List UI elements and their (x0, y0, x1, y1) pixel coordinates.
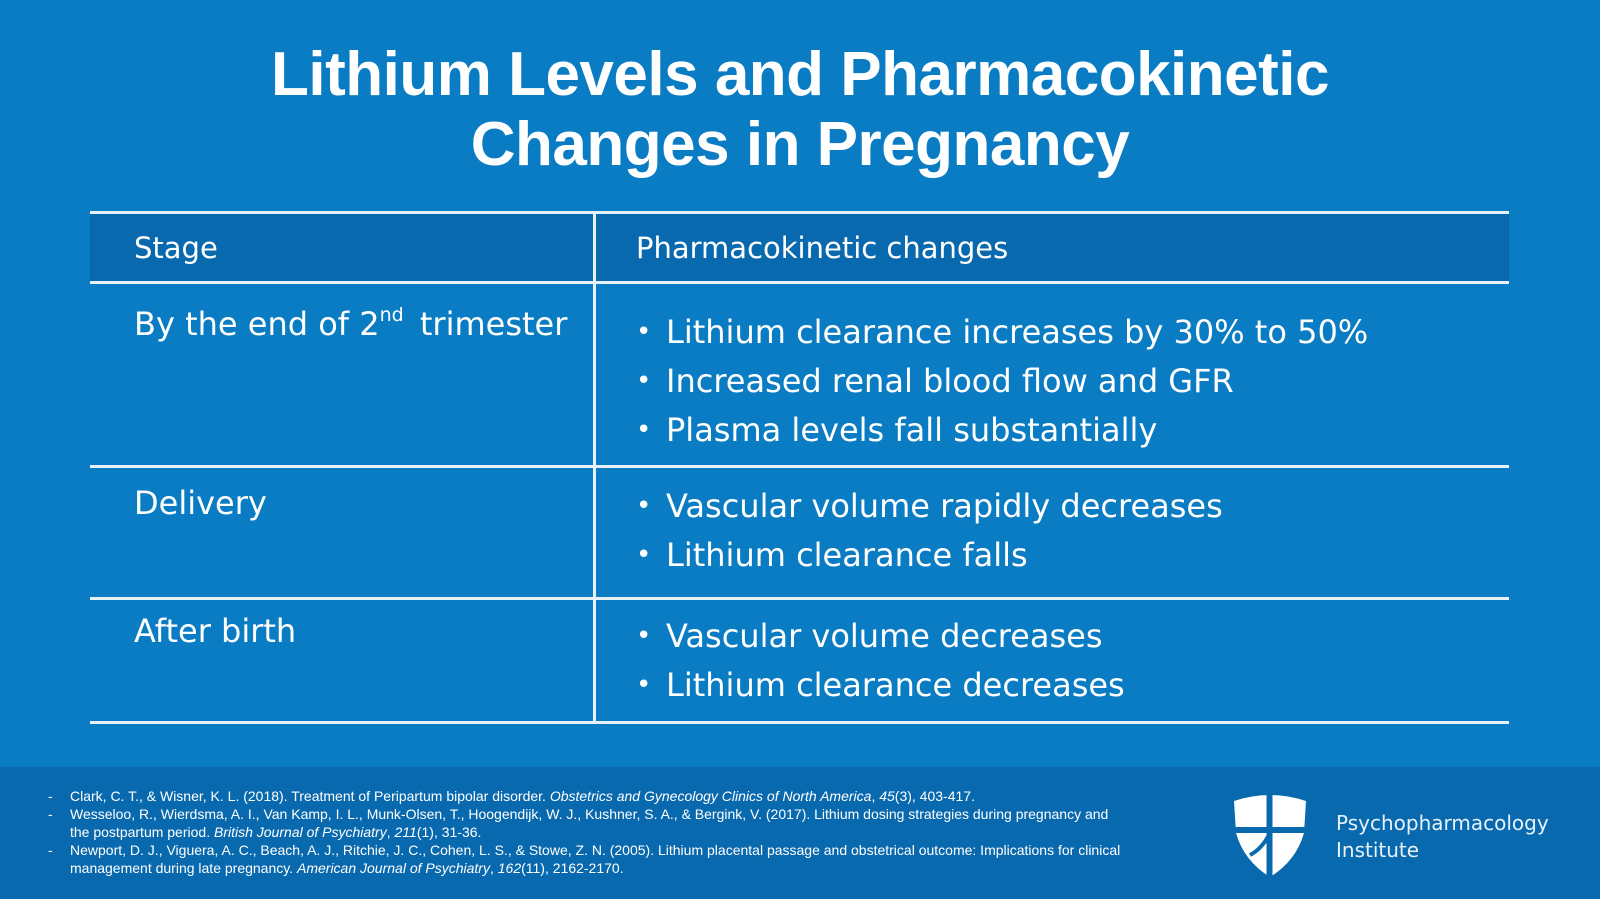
reference-item: Clark, C. T., & Wisner, K. L. (2018). Tr… (48, 787, 1128, 805)
stage-label: After birth (134, 612, 297, 650)
stage-label-rest: trimester (419, 305, 568, 343)
title-line-2: Changes in Pregnancy (470, 110, 1130, 179)
reference-text: Newport, D. J., Viguera, A. C., Beach, A… (70, 842, 1121, 876)
brand-line-2: Institute (1336, 838, 1420, 862)
change-item: Plasma levels fall substantially (636, 406, 1509, 455)
reference-separator: , (871, 788, 880, 804)
reference-separator: , (386, 824, 395, 840)
change-item: Lithium clearance decreases (636, 661, 1509, 710)
stage-cell: Delivery (90, 468, 596, 597)
header-changes-label: Pharmacokinetic changes (636, 230, 1009, 265)
change-item: Lithium clearance falls (636, 531, 1509, 580)
header-cell-stage: Stage (90, 214, 596, 281)
stage-label-superscript: nd (379, 304, 404, 326)
reference-text: Wesseloo, R., Wierdsma, A. I., Van Kamp,… (70, 806, 1109, 840)
slide-title: Lithium Levels and Pharmacokinetic Chang… (0, 40, 1600, 180)
reference-volume: 162 (497, 860, 522, 876)
stage-cell: By the end of 2nd trimester (90, 284, 596, 465)
changes-cell: Vascular volume decreases Lithium cleara… (596, 600, 1509, 721)
header-stage-label: Stage (134, 230, 218, 265)
stage-cell: After birth (90, 600, 596, 721)
changes-list: Vascular volume rapidly decreases Lithiu… (636, 468, 1509, 596)
reference-journal: British Journal of Psychiatry (213, 824, 387, 840)
references-list: Clark, C. T., & Wisner, K. L. (2018). Tr… (48, 787, 1128, 877)
table-row: Delivery Vascular volume rapidly decreas… (90, 468, 1509, 600)
reference-separator: , (489, 860, 498, 876)
changes-list: Vascular volume decreases Lithium cleara… (636, 600, 1509, 726)
change-item: Lithium clearance increases by 30% to 50… (636, 308, 1509, 357)
reference-journal: Obstetrics and Gynecology Clinics of Nor… (549, 788, 872, 804)
header-cell-changes: Pharmacokinetic changes (596, 231, 1509, 265)
changes-cell: Vascular volume rapidly decreases Lithiu… (596, 468, 1509, 597)
change-item: Vascular volume rapidly decreases (636, 482, 1509, 531)
brand-line-1: Psychopharmacology (1336, 811, 1549, 835)
footer: Clark, C. T., & Wisner, K. L. (2018). Tr… (0, 767, 1600, 899)
stage-label: Delivery (134, 484, 267, 522)
reference-journal: American Journal of Psychiatry (297, 860, 490, 876)
reference-pages: (1), 31-36. (416, 824, 482, 840)
change-item: Vascular volume decreases (636, 612, 1509, 661)
changes-list: Lithium clearance increases by 30% to 50… (636, 284, 1509, 471)
reference-item: Newport, D. J., Viguera, A. C., Beach, A… (48, 841, 1128, 877)
reference-text: Clark, C. T., & Wisner, K. L. (2018). Tr… (70, 788, 550, 804)
reference-volume: 211 (394, 824, 417, 840)
stage-label: By the end of 2nd trimester (134, 284, 567, 465)
brand-name: Psychopharmacology Institute (1336, 810, 1549, 864)
changes-cell: Lithium clearance increases by 30% to 50… (596, 284, 1509, 465)
shield-cross-icon (1230, 793, 1310, 877)
change-item: Increased renal blood flow and GFR (636, 357, 1509, 406)
reference-pages: (11), 2162-2170. (521, 860, 624, 876)
stage-label-base: By the end of 2 (134, 305, 380, 343)
pharmacokinetics-table: Stage Pharmacokinetic changes By the end… (90, 211, 1509, 724)
table-row: By the end of 2nd trimester Lithium clea… (90, 284, 1509, 468)
table-header-row: Stage Pharmacokinetic changes (90, 214, 1509, 284)
reference-volume: 45 (879, 788, 895, 804)
reference-pages: (3), 403-417. (894, 788, 975, 804)
title-line-1: Lithium Levels and Pharmacokinetic (271, 40, 1329, 109)
table-row: After birth Vascular volume decreases Li… (90, 600, 1509, 724)
reference-item: Wesseloo, R., Wierdsma, A. I., Van Kamp,… (48, 805, 1128, 841)
